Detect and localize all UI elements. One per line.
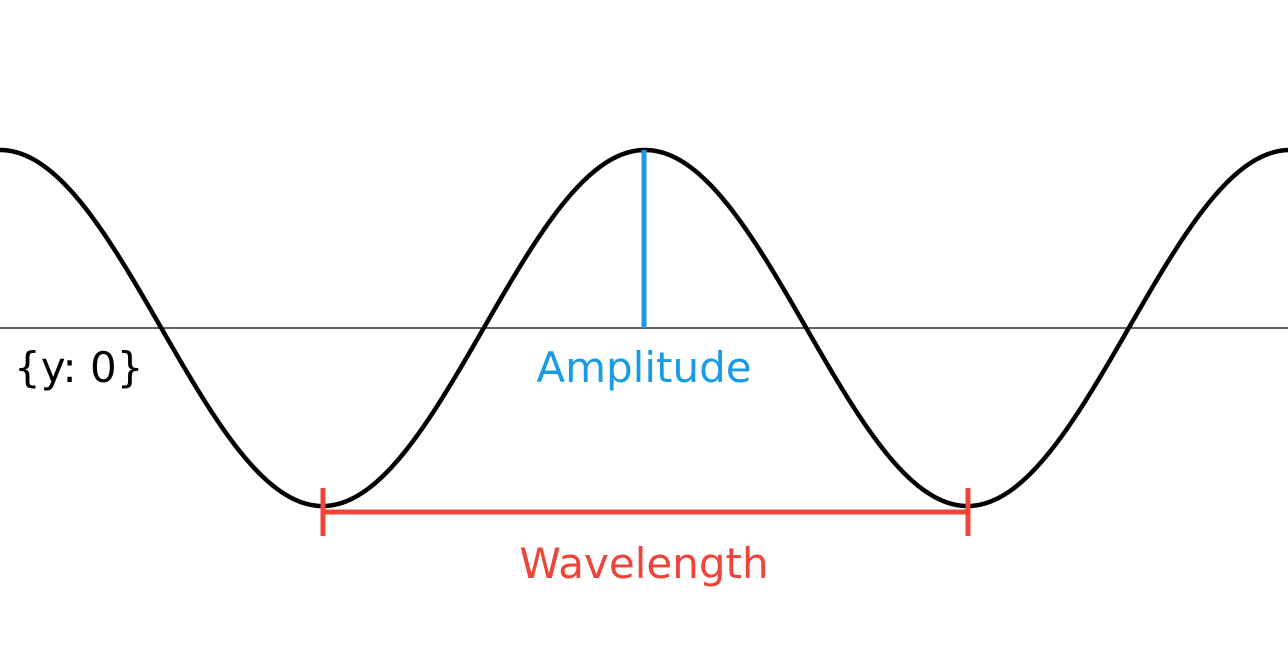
baseline-label: {y: 0}	[14, 343, 143, 392]
wavelength-label: Wavelength	[519, 539, 768, 588]
amplitude-label: Amplitude	[536, 343, 751, 392]
